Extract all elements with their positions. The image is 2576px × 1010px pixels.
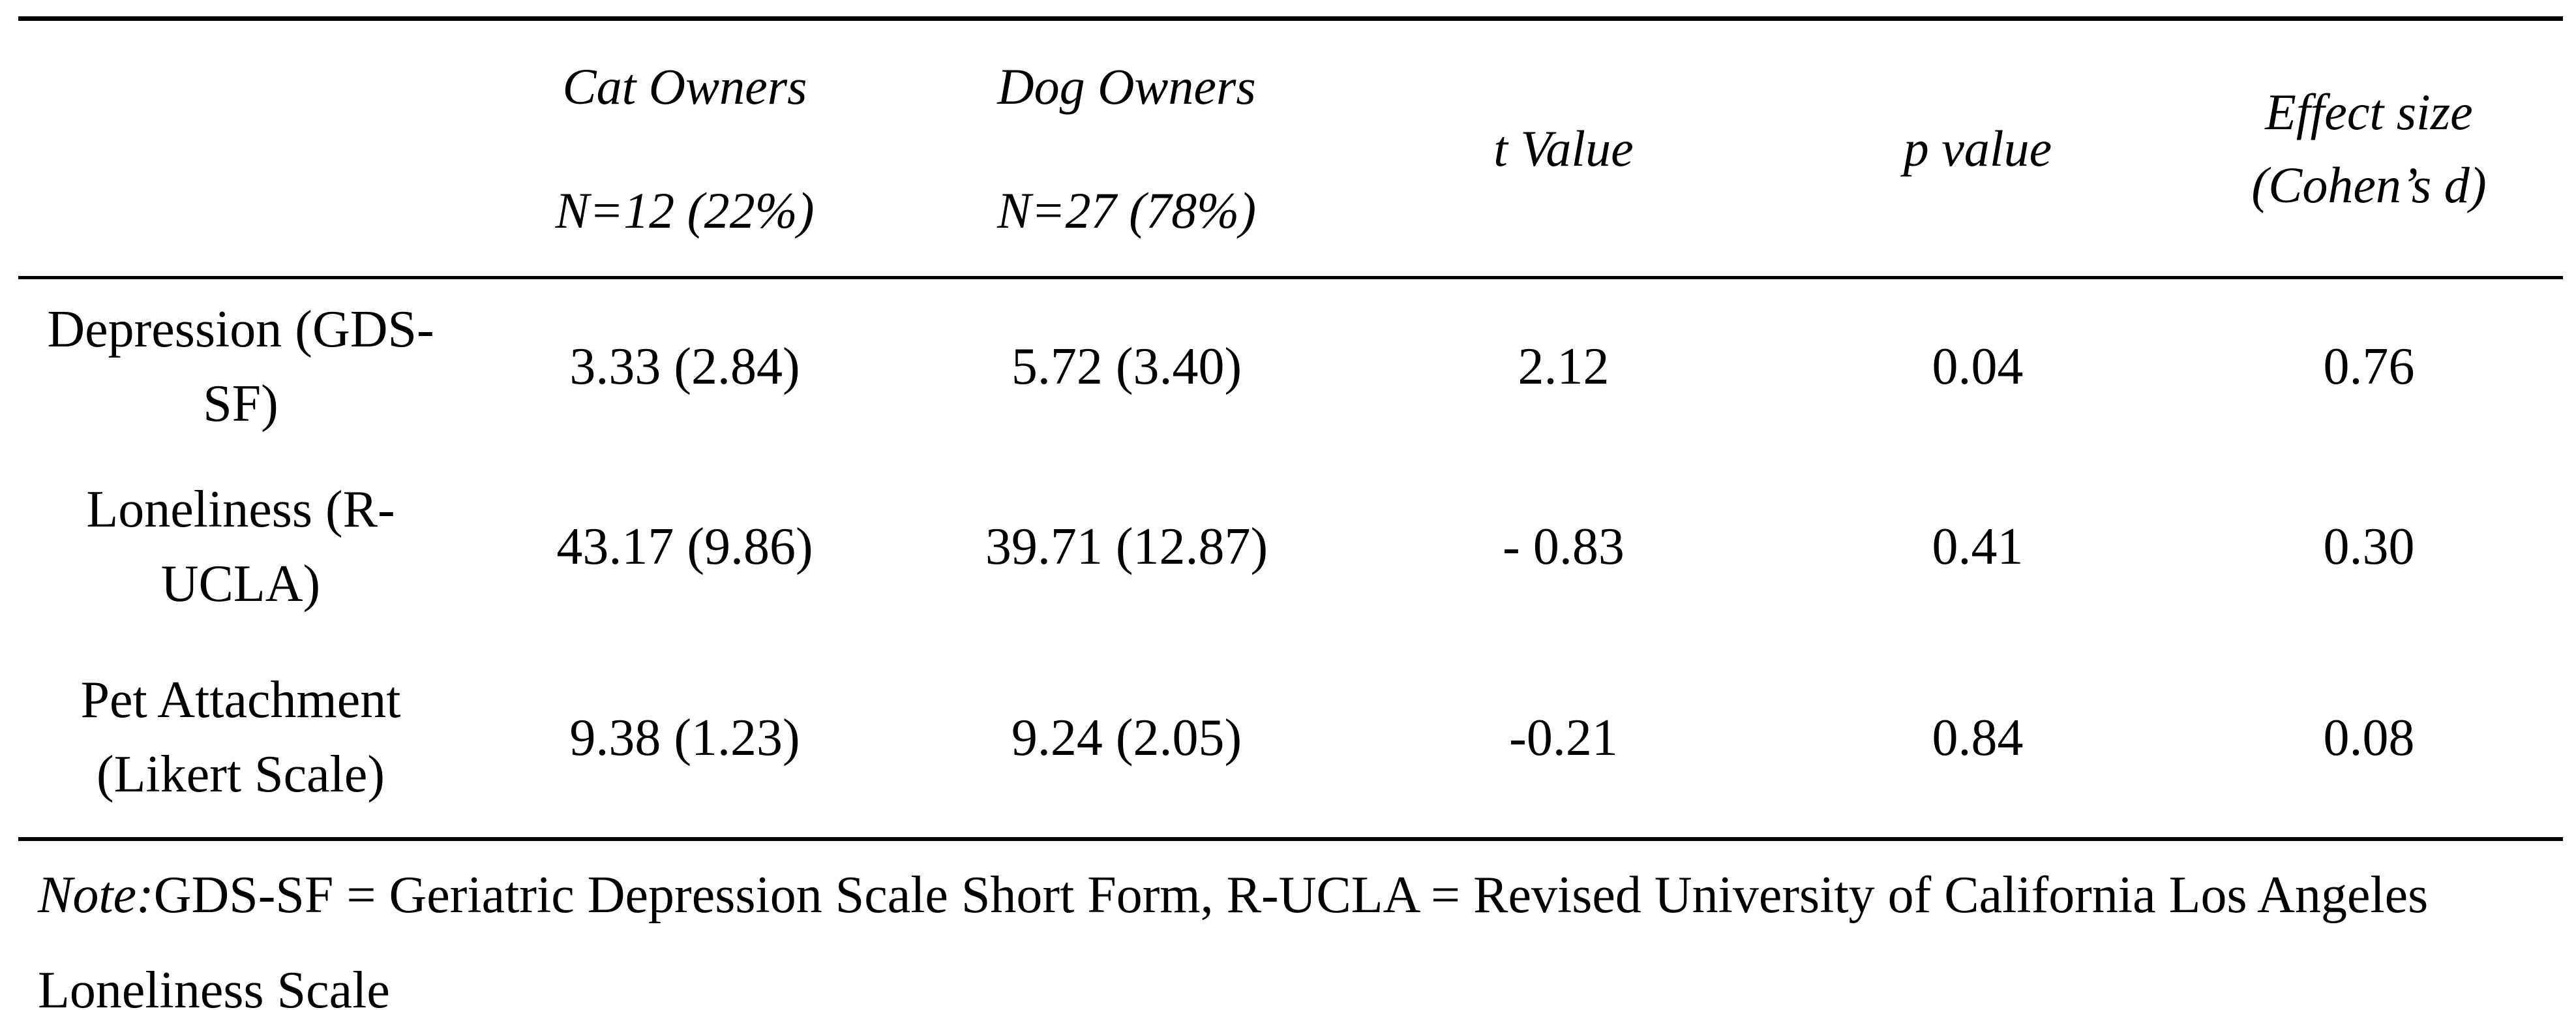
cell-pet-attachment-cat: 9.38 (1.23) xyxy=(569,709,800,767)
table-note: Note:GDS-SF = Geriatric Depression Scale… xyxy=(18,848,2569,1010)
cell-depression-p: 0.04 xyxy=(1932,338,2024,396)
header-cat-owners-title: Cat Owners xyxy=(562,57,807,115)
header-p-value: p value xyxy=(1903,119,2052,177)
table-row-loneliness: Loneliness (R-UCLA) 43.17 (9.86) 39.71 (… xyxy=(18,455,2563,639)
row-label-depression: Depression (GDS-SF) xyxy=(47,301,434,433)
header-effect-size-title: Effect size xyxy=(2265,83,2473,140)
row-label-loneliness: Loneliness (R-UCLA) xyxy=(86,480,395,613)
comparison-table: Cat Owners N=12 (22%) Dog Owners N=27 (7… xyxy=(18,16,2563,841)
header-row: Cat Owners N=12 (22%) Dog Owners N=27 (7… xyxy=(18,19,2563,278)
table-row-depression: Depression (GDS-SF) 3.33 (2.84) 5.72 (3.… xyxy=(18,278,2563,455)
cell-depression-effect: 0.76 xyxy=(2323,338,2415,396)
header-dog-owners-title: Dog Owners xyxy=(997,57,1256,115)
cell-depression-cat: 3.33 (2.84) xyxy=(569,338,800,396)
header-t-value: t Value xyxy=(1493,119,1634,177)
cell-loneliness-t: - 0.83 xyxy=(1503,518,1625,575)
header-dog-owners-n: N=27 (78%) xyxy=(996,181,1257,239)
header-effect-size-sub: (Cohen’s d) xyxy=(2251,156,2487,213)
header-dog-owners: Dog Owners N=27 (78%) xyxy=(906,19,1347,278)
note-text: GDS-SF = Geriatric Depression Scale Shor… xyxy=(38,866,2429,1010)
cell-pet-attachment-dog: 9.24 (2.05) xyxy=(1011,709,1242,767)
cell-loneliness-dog: 39.71 (12.87) xyxy=(985,518,1268,575)
cell-pet-attachment-p: 0.84 xyxy=(1932,709,2024,767)
cell-pet-attachment-effect: 0.08 xyxy=(2323,709,2415,767)
cell-loneliness-p: 0.41 xyxy=(1932,518,2024,575)
cell-pet-attachment-t: -0.21 xyxy=(1509,709,1618,767)
cell-depression-dog: 5.72 (3.40) xyxy=(1011,338,1242,396)
header-cat-owners-n: N=12 (22%) xyxy=(555,181,815,239)
note-label: Note: xyxy=(38,866,154,924)
cell-loneliness-effect: 0.30 xyxy=(2323,518,2415,575)
cell-depression-t: 2.12 xyxy=(1518,338,1610,396)
header-cat-owners: Cat Owners N=12 (22%) xyxy=(463,19,906,278)
header-effect-size: Effect size (Cohen’s d) xyxy=(2175,19,2563,278)
cell-loneliness-cat: 43.17 (9.86) xyxy=(556,518,813,575)
table-row-pet-attachment: Pet Attachment (Likert Scale) 9.38 (1.23… xyxy=(18,639,2563,839)
row-label-pet-attachment: Pet Attachment (Likert Scale) xyxy=(80,671,401,803)
header-corner-cell xyxy=(18,19,463,278)
